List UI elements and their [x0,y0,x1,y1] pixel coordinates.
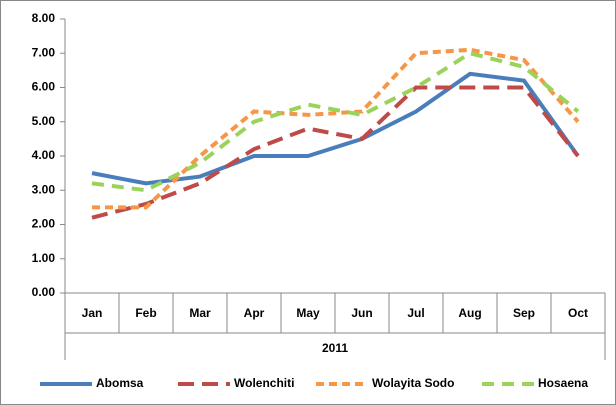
legend-label: Hosaena [538,376,588,390]
y-tick-label: 5.00 [32,114,56,128]
x-tick-label: May [296,306,320,320]
x-tick-label: Apr [244,306,265,320]
legend-label: Abomsa [96,376,144,390]
x-group-label: 2011 [322,341,348,355]
x-tick-label: Oct [568,306,588,320]
x-tick-label: Jun [351,306,372,320]
y-tick-label: 7.00 [32,45,56,59]
x-tick-label: Jan [82,306,103,320]
y-tick-label: 1.00 [32,251,56,265]
x-tick-label: Jul [407,306,424,320]
series-line [92,47,580,210]
y-tick-label: 4.00 [32,148,56,162]
legend-label: Wolenchiti [234,376,294,390]
series-line [91,85,580,220]
x-tick-label: Mar [189,306,211,320]
x-tick-label: Feb [135,306,156,320]
y-tick-label: 8.00 [32,11,56,25]
legend-label: Wolayita Sodo [372,376,454,390]
y-tick-label: 3.00 [32,182,56,196]
y-tick-label: 6.00 [32,80,56,94]
series-line [91,51,580,193]
y-tick-label: 2.00 [32,217,56,231]
y-tick-label: 0.00 [32,285,56,299]
x-tick-label: Sep [513,306,535,320]
x-tick-label: Aug [458,306,481,320]
